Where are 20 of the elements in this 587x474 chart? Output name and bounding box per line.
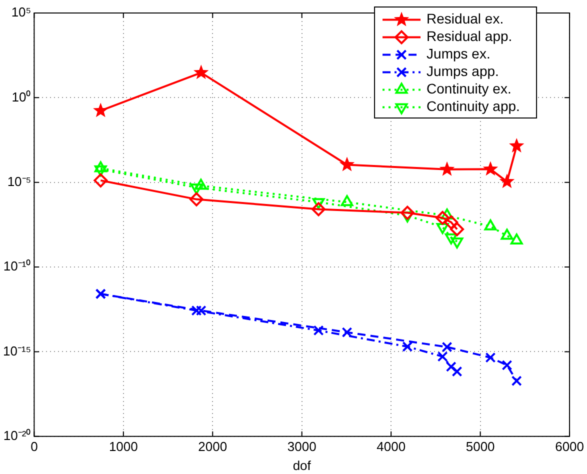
y-tick-label: 10⁵: [11, 4, 32, 20]
x-tick-label: 0: [30, 438, 38, 454]
x-axis-title: dof: [292, 458, 312, 474]
x-tick-label: 2000: [198, 438, 228, 454]
legend-label: Continuity app.: [426, 98, 520, 114]
x-tick-label: 5000: [466, 438, 495, 454]
x-tick-label: 6000: [555, 438, 584, 454]
x-tick-label: 3000: [287, 438, 316, 454]
x-tick-label: 4000: [376, 438, 406, 454]
legend-label: Jumps app.: [426, 63, 499, 80]
x-tick-label: 1000: [108, 438, 138, 454]
legend-label: Residual ex.: [426, 10, 504, 27]
y-tick-label: 10⁻²⁰: [3, 428, 32, 443]
y-tick-label: 10⁻¹⁰: [3, 258, 32, 274]
legend-label: Residual app.: [426, 28, 512, 44]
y-tick-label: 10⁰: [12, 89, 32, 104]
legend-label: Continuity ex.: [426, 80, 512, 97]
y-tick-label: 10⁻⁵: [7, 174, 32, 189]
legend-label: Jumps ex.: [426, 46, 490, 62]
y-tick-label: 10⁻¹⁵: [2, 343, 32, 358]
